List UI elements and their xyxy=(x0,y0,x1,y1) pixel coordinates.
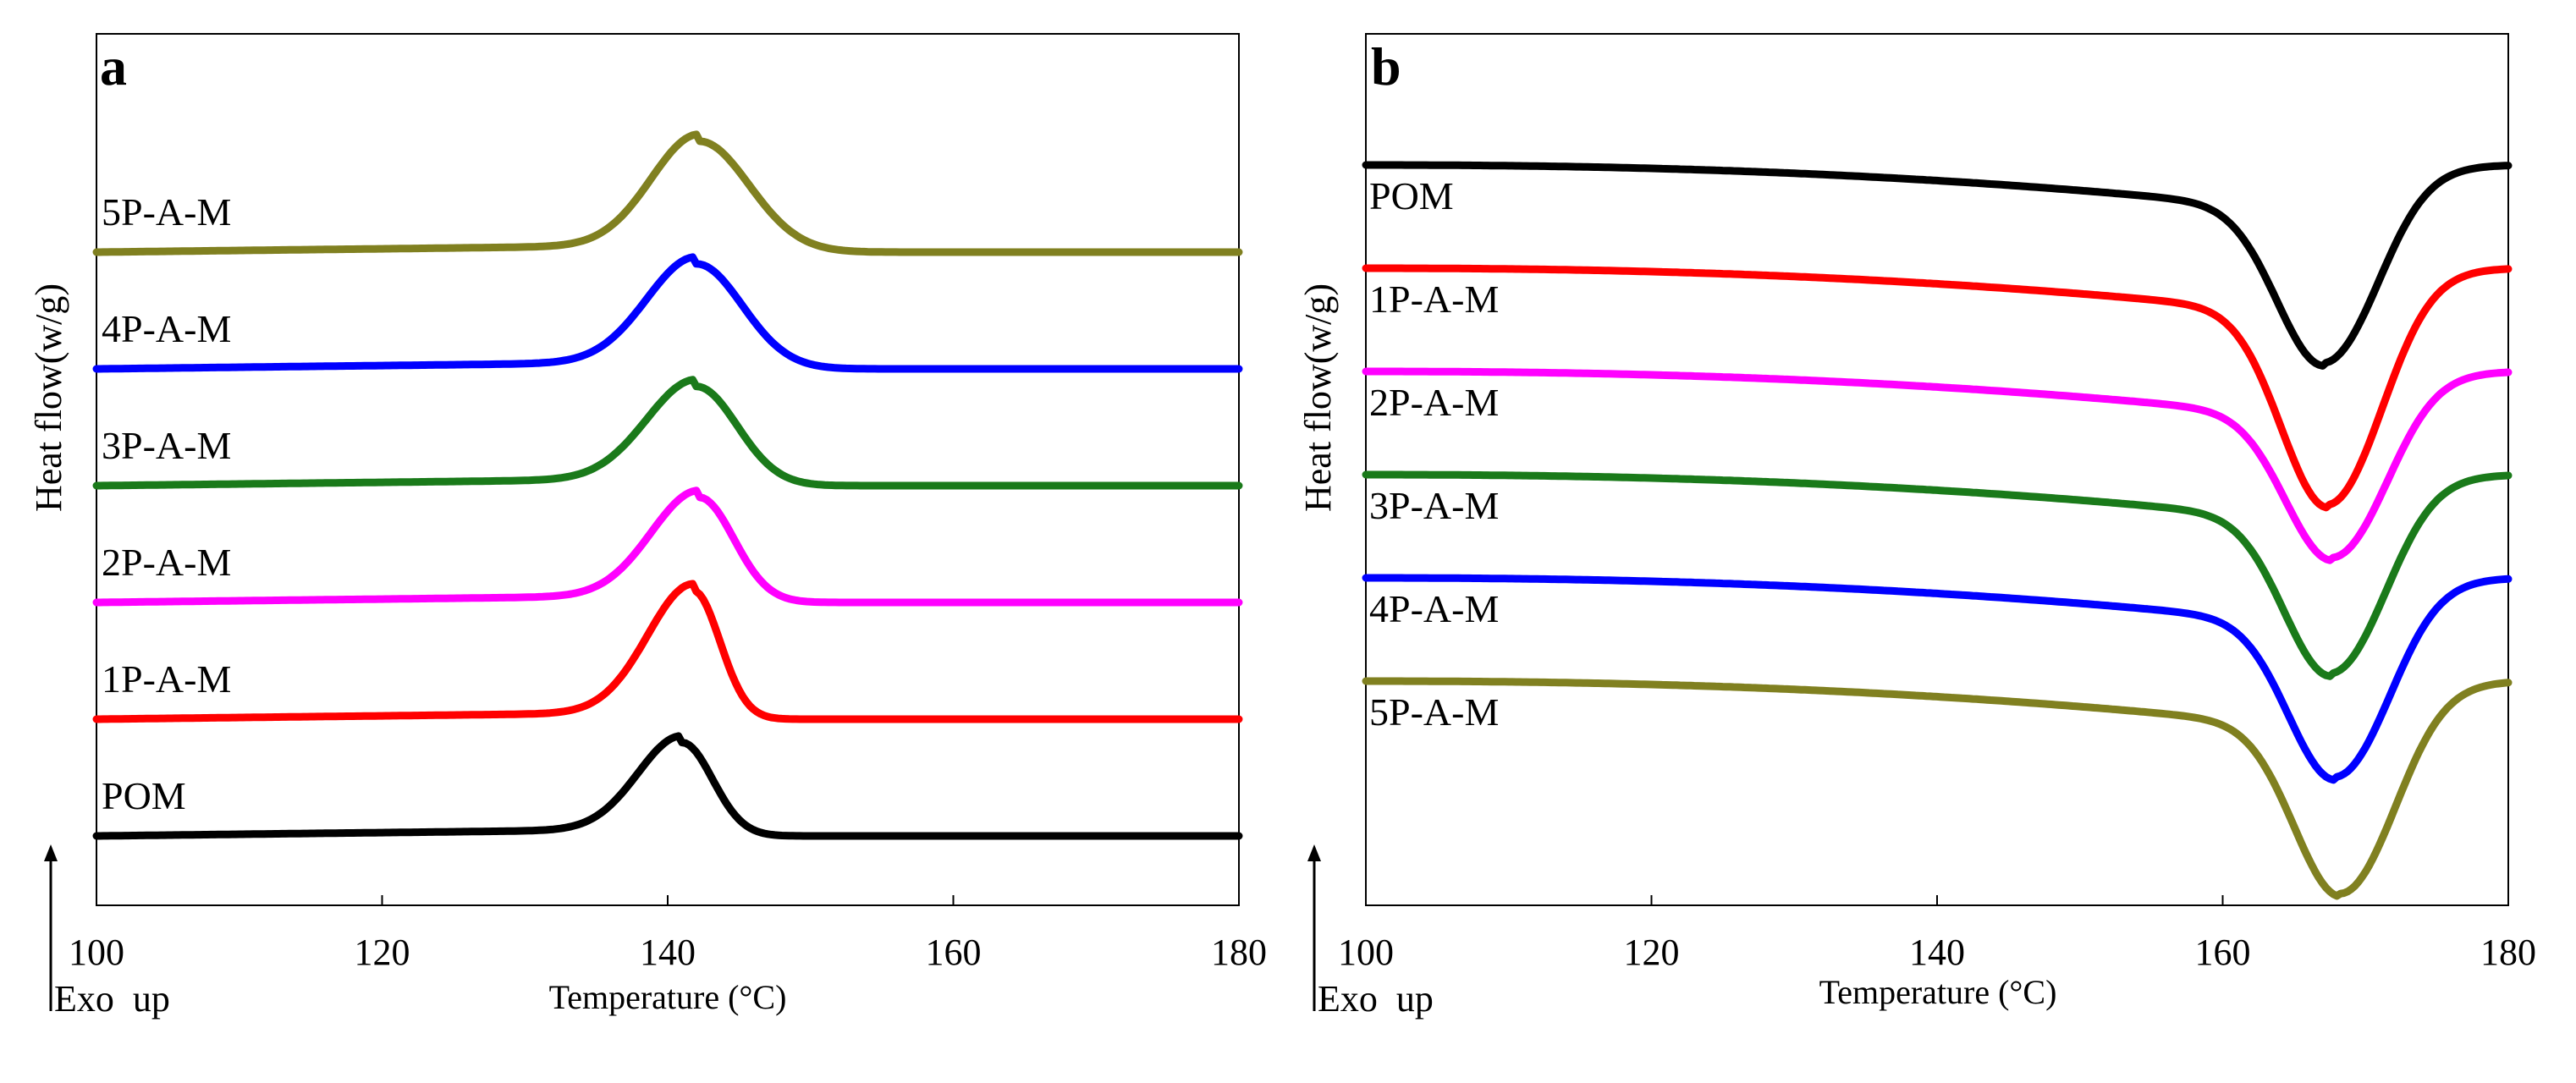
panel-b-x-tick-label-140: 140 xyxy=(1909,932,1965,973)
panel-b-x-tick-label-100: 100 xyxy=(1338,932,1394,973)
panel-a-series-3p-a-m xyxy=(92,376,1243,490)
panel-a-exo-arrow xyxy=(44,844,58,1011)
panel-b-series-labels: POM 1P-A-M 2P-A-M 3P-A-M 4P-A-M 5P-A-M xyxy=(1369,174,1499,734)
panel-b-x-tick-label-160: 160 xyxy=(2195,932,2251,973)
panel-a-x-tick-label-140: 140 xyxy=(640,932,696,973)
panel-a-x-tick-label-160: 160 xyxy=(926,932,982,973)
panel-b-exo-arrow xyxy=(1307,844,1321,1011)
panel-a-series-label-2p-a-m: 2P-A-M xyxy=(102,541,231,584)
panel-a-plot-frame xyxy=(96,33,1240,906)
panel-b-x-tick-label-180: 180 xyxy=(2480,932,2536,973)
panel-a-series-label-3p-a-m: 3P-A-M xyxy=(102,424,231,467)
panel-b-series-label-3p-a-m: 3P-A-M xyxy=(1369,484,1499,527)
panel-a-x-ticks: 100 120 140 160 180 xyxy=(69,895,1267,973)
panel-b-series-5p-a-m xyxy=(1362,677,2513,900)
panel-a-x-axis-label: Temperature (°C) xyxy=(549,978,787,1016)
panel-a-exo-up-label: Exo up xyxy=(54,978,170,1020)
panel-a-series-4p-a-m xyxy=(92,253,1243,373)
panel-b-series-label-1p-a-m: 1P-A-M xyxy=(1369,278,1499,321)
panel-a-x-tick-label-100: 100 xyxy=(69,932,124,973)
panel-b-series-label-4p-a-m: 4P-A-M xyxy=(1369,587,1499,630)
panel-b-series-1p-a-m xyxy=(1362,264,2513,512)
panel-b-x-tick-label-120: 120 xyxy=(1624,932,1680,973)
panel-a-series-1p-a-m xyxy=(92,580,1243,723)
panel-a-letter: a xyxy=(100,36,127,96)
panel-b-series-label-5p-a-m: 5P-A-M xyxy=(1369,690,1499,734)
panel-b-series xyxy=(1362,161,2513,900)
panel-a-series-pom xyxy=(92,732,1243,840)
panel-b-series-3p-a-m xyxy=(1362,470,2513,680)
panel-a-series-5p-a-m xyxy=(92,130,1243,256)
panel-b-x-ticks: 100 120 140 160 180 xyxy=(1338,895,2536,973)
panel-b-y-axis-label: Heat flow(w/g) xyxy=(1297,283,1339,512)
panel-b-melting-chart: b Heat flow(w/g) Exo up Temperature (°C)… xyxy=(1297,33,2536,1020)
panel-b-series-label-2p-a-m: 2P-A-M xyxy=(1369,381,1499,424)
panel-a-series-2p-a-m xyxy=(92,487,1243,607)
panel-b-series-4p-a-m xyxy=(1362,574,2513,784)
panel-a-series-label-pom: POM xyxy=(102,774,186,817)
panel-b-x-axis-label: Temperature (°C) xyxy=(1819,973,2057,1011)
panel-b-series-2p-a-m xyxy=(1362,367,2513,564)
panel-b-series-label-pom: POM xyxy=(1369,174,1454,217)
panel-a-series-label-5p-a-m: 5P-A-M xyxy=(102,190,231,234)
panel-a-y-axis-label: Heat flow(w/g) xyxy=(28,283,69,512)
panel-b-letter: b xyxy=(1371,36,1401,96)
panel-a-series-labels: 5P-A-M 4P-A-M 3P-A-M 2P-A-M 1P-A-M POM xyxy=(102,190,231,817)
panel-a-series-label-4p-a-m: 4P-A-M xyxy=(102,307,231,350)
panel-a-x-tick-label-120: 120 xyxy=(355,932,410,973)
panel-a-series-label-1p-a-m: 1P-A-M xyxy=(102,657,231,701)
panel-a-series xyxy=(92,130,1243,840)
panel-a-crystallization-chart: a Heat flow(w/g) Exo up Temperature (°C)… xyxy=(28,33,1267,1020)
panel-a-x-tick-label-180: 180 xyxy=(1211,932,1267,973)
panel-b-exo-up-label: Exo up xyxy=(1318,978,1434,1020)
panel-b-series-pom xyxy=(1362,161,2513,370)
